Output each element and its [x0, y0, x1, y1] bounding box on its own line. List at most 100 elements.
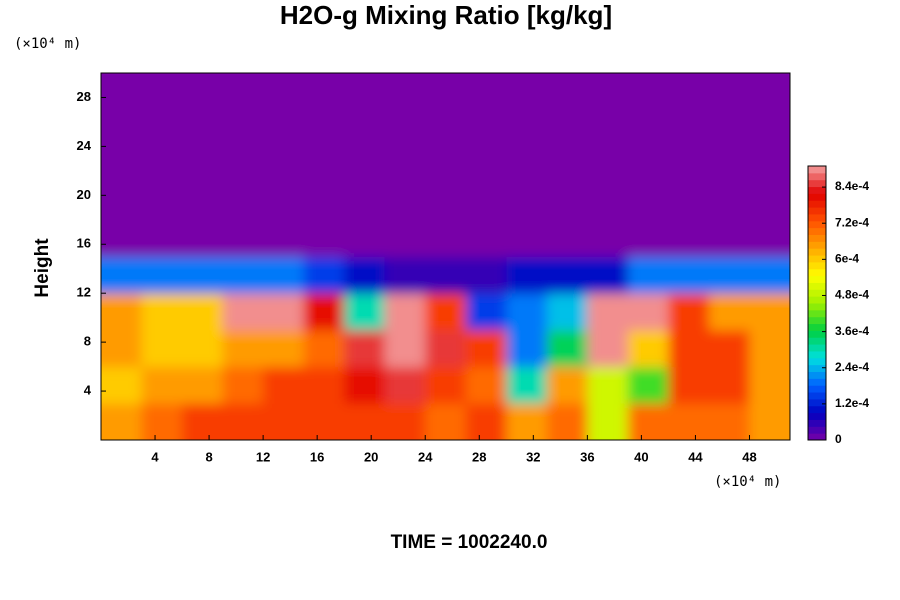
colorbar-band — [808, 172, 826, 181]
y-tick-label: 16 — [77, 236, 91, 251]
colorbar-band — [808, 337, 826, 345]
field-cell — [263, 219, 305, 257]
colorbar-band — [808, 350, 826, 359]
colorbar-band — [808, 371, 826, 379]
field-cell — [182, 146, 224, 184]
field-cell — [506, 109, 548, 147]
field-cell — [263, 403, 305, 440]
field-cell — [141, 109, 183, 147]
field-cell — [749, 293, 790, 331]
field-cell — [708, 109, 750, 147]
field-cell — [465, 256, 507, 294]
field-cell — [344, 146, 386, 184]
x-tick-label: 40 — [634, 449, 648, 464]
colorbar-band — [808, 234, 826, 242]
colorbar-band — [808, 207, 826, 215]
field-cell — [384, 256, 426, 294]
field-cell — [587, 183, 629, 221]
y-tick-label: 20 — [77, 187, 91, 202]
field-cell — [344, 329, 386, 368]
field-cell — [587, 256, 629, 294]
chart-title: H2O-g Mixing Ratio [kg/kg] — [280, 0, 612, 30]
field-cell — [222, 293, 264, 331]
field-cell — [303, 109, 345, 147]
field-cell — [668, 219, 710, 257]
field-cell — [425, 183, 467, 221]
x-tick-label: 20 — [364, 449, 378, 464]
field-cell — [384, 403, 426, 440]
field-cell — [546, 403, 588, 440]
field-cell — [344, 256, 386, 294]
y-tick-label: 12 — [77, 285, 91, 300]
plot-frame — [100, 72, 791, 441]
field-cell — [182, 293, 224, 331]
field-cell — [303, 146, 345, 184]
field-cell — [627, 293, 669, 331]
field-cell — [303, 366, 345, 404]
field-cell — [101, 109, 143, 147]
field-cell — [465, 73, 507, 111]
field-cell — [587, 329, 629, 368]
colorbar-band — [808, 398, 826, 407]
colorbar-band — [808, 166, 826, 174]
field-cell — [749, 73, 790, 111]
field-cell — [587, 403, 629, 440]
field-cell — [303, 183, 345, 221]
field-cell — [222, 109, 264, 147]
field — [101, 73, 790, 440]
field-cell — [141, 146, 183, 184]
field-cell — [708, 366, 750, 404]
field-cell — [141, 73, 183, 111]
field-cell — [303, 219, 345, 257]
field-cell — [749, 256, 790, 294]
field-cell — [344, 183, 386, 221]
field-cell — [749, 183, 790, 221]
field-cell — [506, 219, 548, 257]
field-cell — [141, 183, 183, 221]
colorbar-band — [808, 426, 826, 434]
field-cell — [182, 219, 224, 257]
field-cell — [708, 73, 750, 111]
field-cell — [222, 73, 264, 111]
field-cell — [506, 256, 548, 294]
field-cell — [182, 109, 224, 147]
colorbar-band — [808, 220, 826, 229]
field-cells — [101, 73, 790, 440]
field-cell — [222, 329, 264, 368]
field-cell — [263, 293, 305, 331]
field-cell — [101, 146, 143, 184]
x-tick-label: 28 — [472, 449, 486, 464]
field-cell — [587, 109, 629, 147]
colorbar-band — [808, 296, 826, 304]
field-cell — [182, 183, 224, 221]
field-cell — [668, 109, 710, 147]
field-cell — [263, 183, 305, 221]
field-cell — [587, 293, 629, 331]
field-cell — [627, 329, 669, 368]
field-cell — [627, 146, 669, 184]
field-cell — [182, 403, 224, 440]
field-cell — [546, 146, 588, 184]
field-cell — [222, 183, 264, 221]
field-cell — [708, 146, 750, 184]
field-cell — [425, 293, 467, 331]
colorbar-tick-label: 4.8e-4 — [835, 288, 869, 302]
field-cell — [425, 109, 467, 147]
field-cell — [465, 293, 507, 331]
colorbar-band — [808, 392, 826, 400]
field-cell — [668, 403, 710, 440]
field-cell — [384, 329, 426, 368]
field-cell — [384, 366, 426, 404]
field-cell — [263, 256, 305, 294]
field-cell — [141, 403, 183, 440]
field-cell — [384, 73, 426, 111]
field-cell — [425, 256, 467, 294]
colorbar-tick-label: 0 — [835, 432, 842, 446]
field-cell — [263, 146, 305, 184]
field-cell — [708, 293, 750, 331]
colorbar-band — [808, 433, 826, 441]
field-cell — [749, 109, 790, 147]
field-cell — [708, 183, 750, 221]
field-cell — [384, 293, 426, 331]
field-cell — [141, 219, 183, 257]
